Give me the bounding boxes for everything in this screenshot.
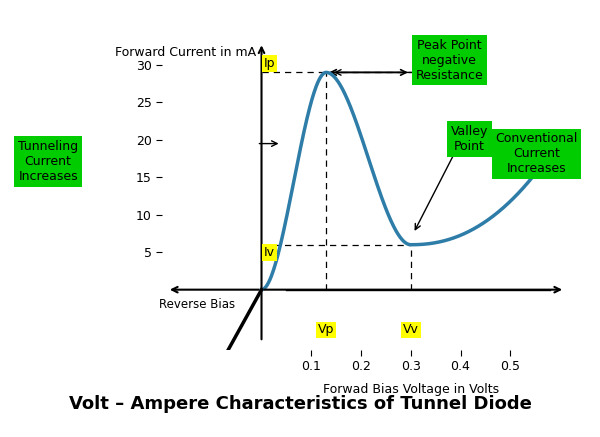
Text: Tunneling
Current
Increases: Tunneling Current Increases — [18, 140, 78, 183]
Text: Reverse Bias: Reverse Bias — [159, 298, 235, 312]
Text: Peak Point
negative
Resistance: Peak Point negative Resistance — [416, 39, 484, 82]
Text: Valley
Point: Valley Point — [451, 125, 488, 153]
Text: Forwad Bias Voltage in Volts: Forwad Bias Voltage in Volts — [323, 383, 499, 396]
Text: Ip: Ip — [264, 57, 275, 70]
Text: Conventional
Current
Increases: Conventional Current Increases — [496, 132, 578, 175]
Text: Vv: Vv — [403, 323, 419, 336]
Text: Iv: Iv — [264, 246, 275, 259]
Text: Volt – Ampere Characteristics of Tunnel Diode: Volt – Ampere Characteristics of Tunnel … — [68, 395, 532, 413]
Text: Forward Current in mA: Forward Current in mA — [115, 46, 257, 59]
Text: Vp: Vp — [318, 323, 334, 336]
